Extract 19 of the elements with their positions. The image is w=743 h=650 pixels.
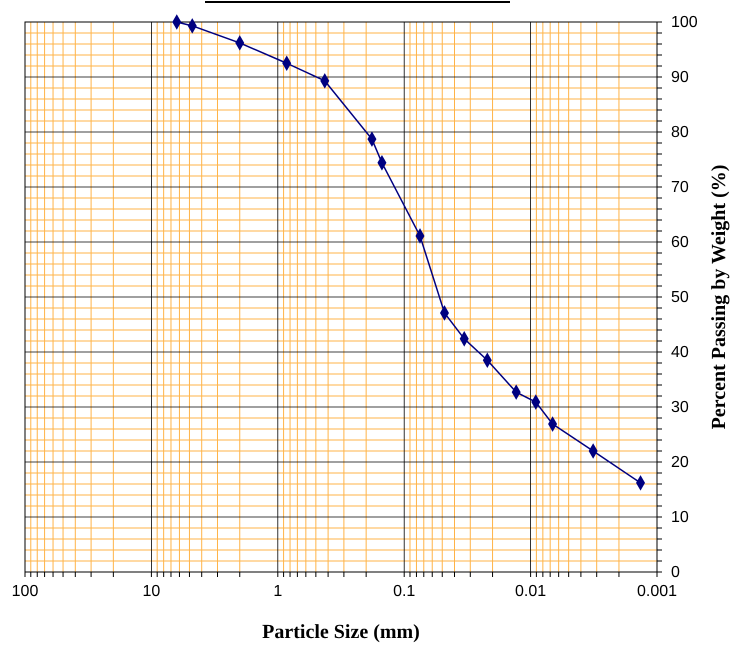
y-tick-label: 40 xyxy=(671,344,689,361)
y-tick-label: 0 xyxy=(671,564,680,581)
x-tick-label: 0.1 xyxy=(393,583,416,600)
x-tick-label: 0.001 xyxy=(636,583,678,600)
y-tick-label: 90 xyxy=(671,69,689,86)
y-tick-label: 20 xyxy=(671,454,689,471)
x-tick-label: 1 xyxy=(273,583,282,600)
y-tick-label: 100 xyxy=(671,14,698,31)
x-tick-label: 10 xyxy=(142,583,160,600)
y-tick-label: 30 xyxy=(671,399,689,416)
y-tick-label: 80 xyxy=(671,124,689,141)
y-tick-label: 50 xyxy=(671,289,689,306)
y-tick-label: 70 xyxy=(671,179,689,196)
y-tick-label: 10 xyxy=(671,509,689,526)
x-tick-label: 100 xyxy=(12,583,38,600)
x-tick-label: 0.01 xyxy=(515,583,546,600)
y-tick-label: 60 xyxy=(671,234,689,251)
x-axis-title: Particle Size (mm) xyxy=(262,621,420,643)
y-axis-title: Percent Passing by Weight (%) xyxy=(708,164,730,430)
